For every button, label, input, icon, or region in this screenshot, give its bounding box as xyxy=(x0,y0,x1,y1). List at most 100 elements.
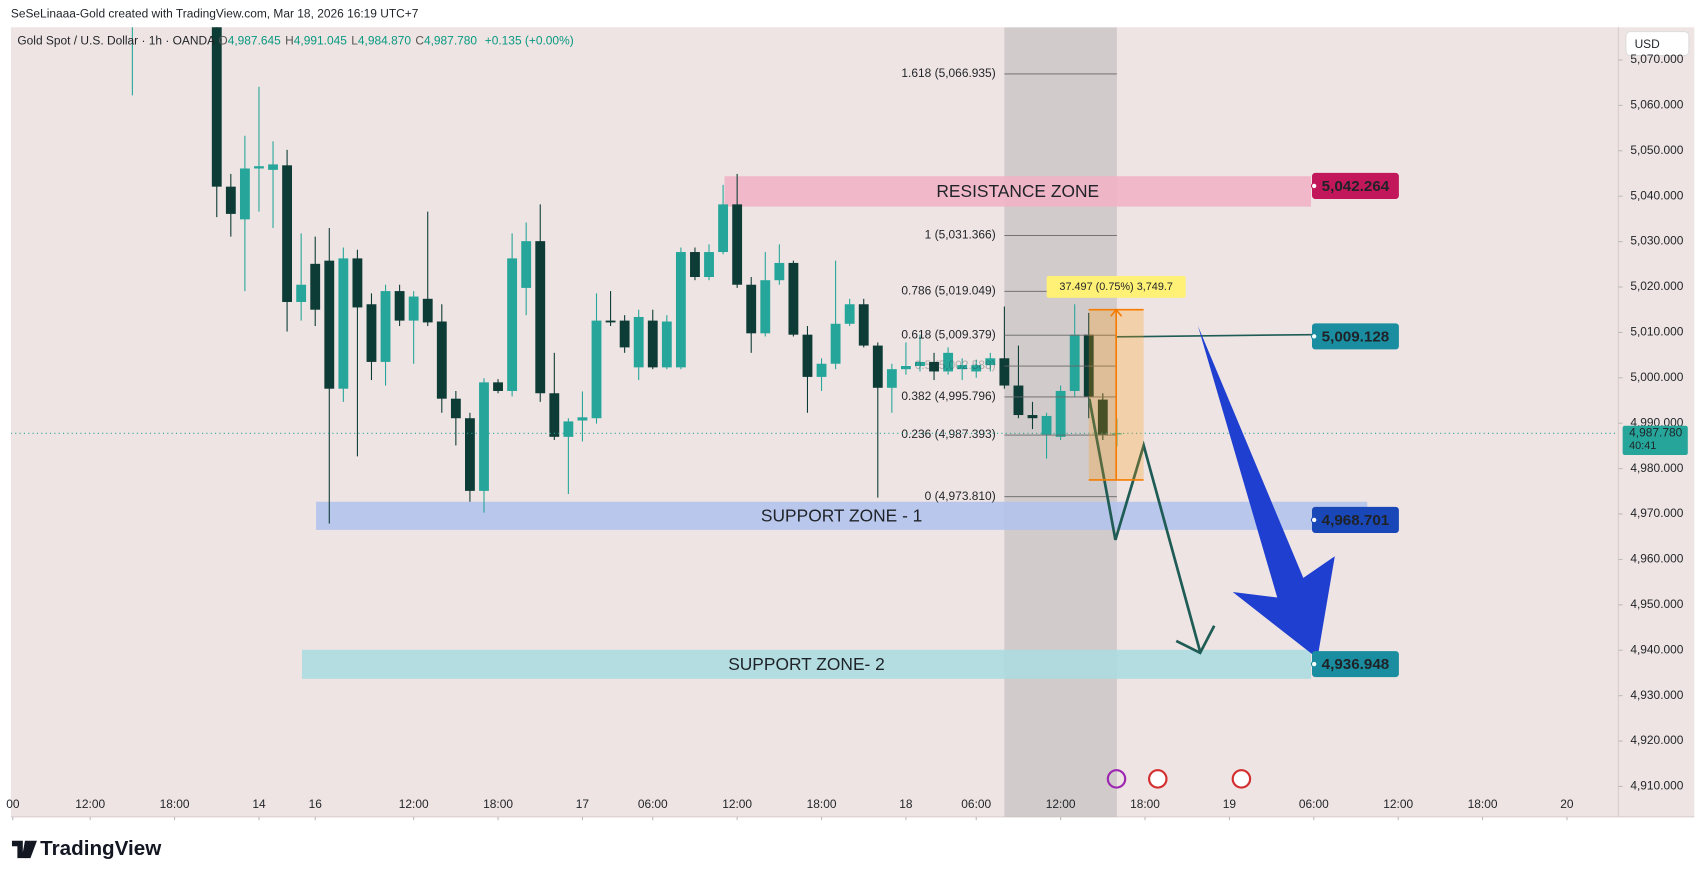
x-tick-label: 18:00 xyxy=(807,797,837,811)
legend-key: L xyxy=(351,34,358,48)
fib-label: 0.236 (4,987.393) xyxy=(901,427,995,441)
candle-body xyxy=(380,291,391,362)
overlay: 37.497 (0.75%) 3,749.7 5,042.264 5,009.128… xyxy=(1046,172,1399,789)
x-tick-label: 20 xyxy=(1560,797,1574,811)
candle-body xyxy=(746,284,757,334)
candle-body xyxy=(563,421,574,437)
candle-body xyxy=(310,263,321,310)
y-tick-label: 4,910.000 xyxy=(1630,779,1683,793)
candle-body xyxy=(324,260,335,389)
candle-body xyxy=(886,369,897,388)
candle-body xyxy=(507,258,518,391)
candle-body xyxy=(408,296,419,321)
candle-body xyxy=(675,252,686,368)
chart-background xyxy=(10,27,1695,817)
candle-body xyxy=(1055,390,1066,437)
candle-body xyxy=(661,321,672,368)
x-tick-label: 16 xyxy=(309,797,323,811)
y-tick-label: 5,060.000 xyxy=(1630,98,1683,112)
candle-body xyxy=(605,320,616,323)
zone-label: SUPPORT ZONE- 2 xyxy=(728,654,885,674)
connector-line xyxy=(1115,333,1313,338)
price-tag-label: 5,042.264 xyxy=(1322,178,1390,195)
brand-logo xyxy=(11,840,37,859)
last-price-label: 4,987.780 xyxy=(1629,425,1682,439)
candle-body xyxy=(338,258,349,389)
y-tick-label: 4,960.000 xyxy=(1630,552,1683,566)
x-tick-label: 12:00 xyxy=(722,797,752,811)
candle-body xyxy=(718,204,729,253)
x-tick-label: 12:00 xyxy=(75,797,105,811)
candle-body xyxy=(900,366,911,370)
candle-body xyxy=(422,298,433,323)
candle-body xyxy=(690,252,700,278)
currency[interactable]: USD xyxy=(1635,37,1661,51)
candle-body xyxy=(577,417,588,421)
price-tag-label: 4,968.701 xyxy=(1322,512,1390,529)
y-tick-label: 5,000.000 xyxy=(1630,370,1683,384)
measure-label: 37.497 (0.75%) 3,749.7 xyxy=(1059,281,1173,293)
y-tick-label: 4,920.000 xyxy=(1630,733,1683,747)
projection-arrowhead xyxy=(1175,625,1216,655)
candle-body xyxy=(915,361,925,367)
fib-label: 0.5 (5,002.588) xyxy=(915,358,996,372)
candle-body xyxy=(450,398,461,419)
legend-key: C xyxy=(415,34,424,48)
candle-body xyxy=(957,365,968,370)
symbol: Gold Spot / U.S. Dollar · 1h · OANDA xyxy=(17,34,215,48)
event-icon[interactable] xyxy=(1148,769,1168,789)
candle-body xyxy=(394,291,405,321)
candle-body xyxy=(352,258,363,308)
x-tick-label: 18 xyxy=(899,797,913,811)
x-tick-label: 12:00 xyxy=(399,797,429,811)
candle-body xyxy=(732,204,743,285)
candle-body xyxy=(647,320,658,368)
y-tick-label: 4,930.000 xyxy=(1630,688,1683,702)
candle-body xyxy=(858,304,869,346)
zone xyxy=(316,501,1368,530)
candle-body xyxy=(1083,334,1094,397)
candle-body xyxy=(760,280,771,334)
candle-body xyxy=(1097,399,1108,435)
plot: 1.618 (5,066.935) 1 (5,031.366) 0.786 (5,0… xyxy=(10,27,1619,817)
candle-body xyxy=(521,241,532,288)
candle-body xyxy=(436,321,447,399)
fib-label: 1 (5,031.366) xyxy=(925,228,996,242)
candle-body xyxy=(591,320,602,419)
projection-path xyxy=(1088,398,1202,653)
x-tick-label: 06:00 xyxy=(961,797,991,811)
candle-body xyxy=(619,320,630,348)
event-icon[interactable] xyxy=(1231,769,1252,789)
candle-body xyxy=(366,304,377,362)
currency-button[interactable] xyxy=(1625,31,1690,57)
zone xyxy=(301,649,1311,679)
price-tag xyxy=(1312,506,1399,533)
zone-label: SUPPORT ZONE - 1 xyxy=(761,506,922,526)
measure-label-box xyxy=(1046,276,1186,298)
y-tick-label: 4,940.000 xyxy=(1630,642,1683,656)
y-tick-label: 5,040.000 xyxy=(1630,188,1683,202)
candle-body xyxy=(282,165,293,302)
candle-body xyxy=(704,252,714,278)
y-tick-label: 5,020.000 xyxy=(1630,279,1683,293)
legend-key: O xyxy=(218,34,227,48)
y-tick-label: 5,030.000 xyxy=(1630,234,1683,248)
credit: SeSeLinaaa-Gold created with TradingView… xyxy=(11,6,419,20)
candle-body xyxy=(479,382,489,491)
candle-body xyxy=(239,168,250,220)
candle-body xyxy=(549,393,560,437)
candle-body xyxy=(774,262,785,281)
price-tag xyxy=(1312,172,1399,199)
big-down-arrow xyxy=(1197,325,1335,659)
event-icon[interactable] xyxy=(1106,769,1127,789)
price-tag-label: 4,936.948 xyxy=(1322,656,1390,673)
x-tick-label: 18:00 xyxy=(1130,797,1160,811)
legend-value: 4,987.645 xyxy=(228,34,281,48)
legend-value: 4,984.870 xyxy=(358,34,411,48)
x-tick-label: 06:00 xyxy=(1299,797,1329,811)
y-tick-label: 5,050.000 xyxy=(1630,143,1683,157)
candle-body xyxy=(943,352,954,372)
candle-body xyxy=(493,382,503,391)
